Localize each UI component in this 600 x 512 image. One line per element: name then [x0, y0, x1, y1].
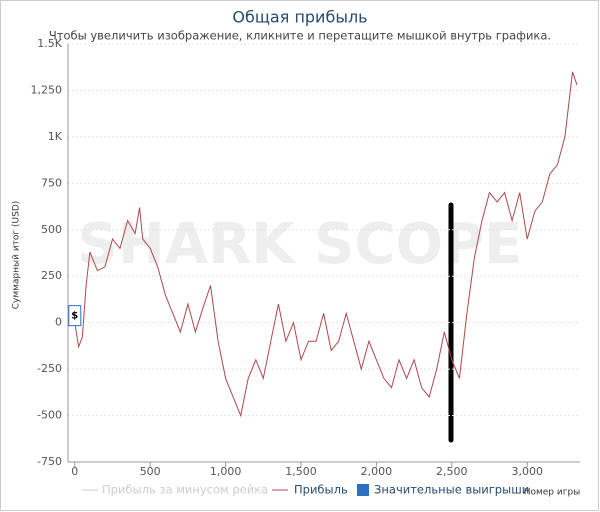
y-axis-label: Суммарный итог (USD): [12, 201, 22, 310]
chart-subtitle: Чтобы увеличить изображение, кликните и …: [49, 29, 551, 43]
x-tick-label: 1,500: [285, 465, 317, 478]
y-tick-label: 750: [41, 176, 62, 189]
y-tick-label: 1.5K: [37, 37, 62, 50]
x-tick-label: 2,500: [436, 465, 468, 478]
y-tick-label: 500: [41, 223, 62, 236]
y-tick-label: -500: [37, 409, 62, 422]
x-axis-label: Номер игры: [524, 488, 581, 498]
legend-label[interactable]: Прибыль за минусом рейка: [102, 483, 268, 497]
legend-swatch: [357, 484, 369, 496]
x-tick-label: 0: [71, 465, 78, 478]
y-tick-label: 1K: [48, 130, 63, 143]
legend-label[interactable]: Прибыль: [294, 483, 348, 497]
y-tick-label: 0: [55, 316, 62, 329]
watermark: SHARK SCOPE: [78, 212, 523, 277]
flag-label: $: [71, 311, 78, 322]
y-tick-label: -750: [37, 455, 62, 468]
y-tick-label: 1,250: [31, 83, 63, 96]
x-tick-label: 2,000: [361, 465, 393, 478]
y-tick-label: 250: [41, 269, 62, 282]
profit-line: [74, 71, 578, 418]
flag-marker: [68, 305, 82, 327]
legend-label[interactable]: Значительные выигрыши: [374, 483, 529, 497]
x-tick-label: 3,000: [511, 465, 543, 478]
chart-title: Общая прибыль: [232, 8, 367, 27]
y-tick-label: -250: [37, 362, 62, 375]
x-tick-label: 1,000: [210, 465, 242, 478]
x-tick-label: 500: [140, 465, 161, 478]
